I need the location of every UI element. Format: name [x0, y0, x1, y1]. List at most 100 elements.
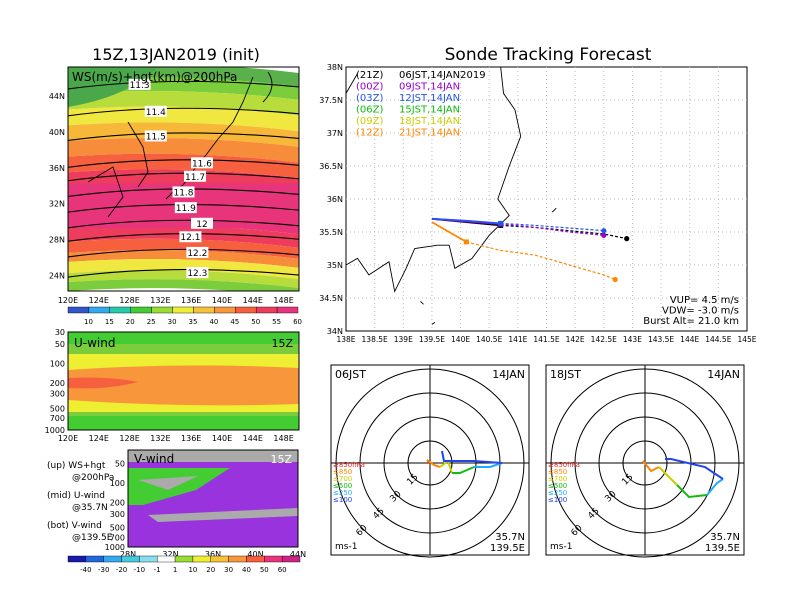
contour-label-bg: [144, 130, 167, 142]
colorbar-tick: 55: [272, 318, 281, 326]
hodograph-trace: [474, 462, 503, 468]
hodograph-lon: 139.5E: [705, 543, 740, 554]
hodograph-unit: ms-1: [335, 542, 357, 552]
track-landing-point: [601, 232, 607, 238]
map-lon-tick: 136E: [181, 296, 201, 305]
left-title: 15Z,13JAN2019 (init): [92, 45, 260, 64]
bottom-colorbar-tick: -10: [134, 566, 145, 574]
track-lon-tick: 144E: [680, 335, 699, 344]
uwind-frame: [67, 331, 300, 431]
coastline: [87, 71, 273, 218]
bottom-colorbar-swatch: [139, 555, 158, 563]
track-lat-tick: 36N: [327, 195, 343, 204]
track-legend-jst: 21JST,14JAN: [399, 128, 460, 139]
bottom-colorbar-tick: 10: [188, 566, 197, 574]
track-landing-point: [624, 236, 630, 242]
ws-band: [68, 279, 299, 291]
uwind-p-tick: 100: [50, 359, 65, 368]
track-lon-tick: 142E: [566, 335, 585, 344]
bottom-colorbar-swatch: [121, 555, 140, 563]
colorbar-tick: 35: [189, 318, 198, 326]
map-lat-tick: 40N: [49, 128, 65, 137]
colorbar-swatch: [235, 306, 257, 314]
hodograph-date: 14JAN: [492, 368, 525, 381]
legend-note-title: (bot) V-wind: [47, 521, 102, 531]
hodograph-time: 18JST: [550, 368, 581, 381]
hodograph-level-label: ≤250: [333, 489, 352, 497]
map-lat-tick: 36N: [49, 164, 65, 173]
vwind-band: [128, 468, 230, 505]
colorbar-tick: 10: [84, 318, 93, 326]
map-lon-tick: 132E: [150, 296, 170, 305]
uwind-p-tick: 30: [55, 328, 65, 337]
uwind-lon-tick: 124E: [89, 434, 109, 443]
track-line-ascent: [431, 221, 467, 243]
contour-label: 12.1: [180, 233, 200, 243]
track-param: Burst Alt= 21.0 km: [643, 316, 739, 327]
track-burst-marker: [463, 239, 469, 245]
hodograph-level-label: ≥850hPa: [333, 461, 365, 469]
bottom-colorbar-tick: 40: [242, 566, 251, 574]
hodograph-level-label: ≤850: [333, 468, 352, 476]
vwind-lat-tick: 28N: [120, 550, 136, 559]
hodograph-time: 06JST: [335, 368, 366, 381]
track-lat-tick: 38N: [327, 63, 343, 72]
track-lon-tick: 142.5E: [591, 335, 617, 344]
hodograph-level-label: ≤100: [548, 496, 567, 504]
ws-band: [68, 138, 299, 163]
track-line-descent: [500, 222, 604, 232]
track-lat-tick: 34N: [327, 327, 343, 336]
track-legend-utc: (09Z): [356, 116, 383, 127]
track-legend-jst: 18JST,14JAN: [399, 116, 460, 127]
track-legend-utc: (21Z): [356, 70, 383, 81]
contour-label-bg: [144, 105, 167, 117]
colorbar-tick: 30: [168, 318, 177, 326]
contour-label: 12.2: [187, 249, 207, 259]
vwind-time: 15Z: [270, 453, 292, 466]
colorbar-tick: 50: [251, 318, 260, 326]
uwind-band: [68, 332, 299, 344]
hgt-contour: [68, 159, 299, 168]
uwind-lon-tick: 120E: [58, 434, 78, 443]
map-lon-tick: 128E: [119, 296, 139, 305]
map-lon-tick: 124E: [89, 296, 109, 305]
uwind-p-tick: 1000: [45, 426, 65, 435]
vwind-p-tick: 300: [110, 510, 125, 519]
bottom-colorbar-swatch: [67, 555, 87, 563]
track-landing-point: [612, 276, 618, 283]
hodograph-unit: ms-1: [550, 542, 572, 552]
colorbar-swatch: [130, 306, 152, 314]
vwind-label: V-wind: [134, 452, 174, 466]
track-legend-utc: (00Z): [356, 82, 383, 93]
colorbar-swatch: [193, 306, 215, 314]
bottom-colorbar-tick: 60: [278, 566, 287, 574]
uwind-lon-tick: 144E: [243, 434, 263, 443]
vwind-p-tick: 200: [110, 498, 125, 507]
track-param: VDW= -3.0 m/s: [662, 306, 739, 317]
track-line-descent: [466, 241, 616, 281]
track-line-descent: [500, 224, 627, 240]
contour-label-bg: [172, 186, 195, 198]
bottom-colorbar-swatch: [174, 555, 194, 563]
track-lon-tick: 140.5E: [476, 335, 502, 344]
contour-label: 11.9: [176, 204, 196, 214]
uwind-core: [68, 377, 138, 389]
hodograph-trace: [426, 459, 441, 468]
track-line-descent: [500, 223, 604, 236]
vwind-p-tick: 500: [110, 524, 125, 533]
track-legend-utc: (06Z): [356, 105, 383, 116]
map-frame: [67, 66, 300, 292]
bottom-colorbar-tick: -1: [154, 566, 161, 574]
uwind-lon-tick: 140E: [212, 434, 232, 443]
ws-low-patch: [68, 67, 158, 107]
vwind-panel: V-wind 15Z: [127, 449, 299, 548]
hodograph-lon: 139.5E: [490, 543, 525, 554]
vwind-frame: [127, 449, 299, 548]
map-lon-tick: 120E: [58, 296, 78, 305]
coastline-islands: [345, 73, 557, 325]
colorbar-swatch: [88, 306, 111, 314]
map-lat-tick: 44N: [49, 92, 65, 101]
vwind-band: [128, 450, 298, 462]
